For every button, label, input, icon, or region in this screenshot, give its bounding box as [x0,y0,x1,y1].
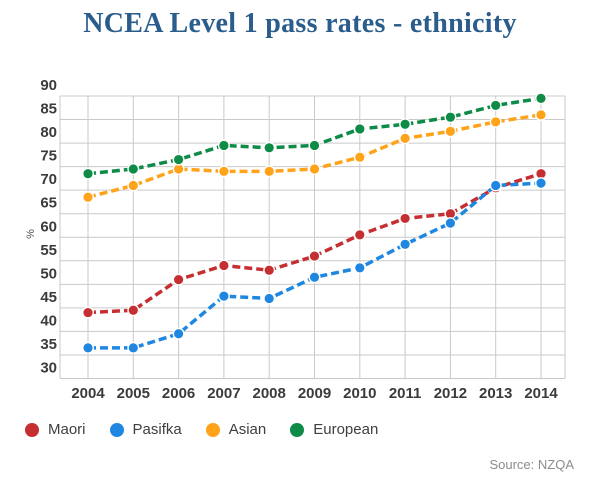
data-point[interactable] [399,132,412,145]
data-point[interactable] [444,217,457,230]
data-point[interactable] [172,327,185,340]
data-point[interactable] [217,290,230,303]
data-point[interactable] [399,238,412,251]
series-pasifka[interactable] [81,177,548,354]
data-point[interactable] [308,250,321,263]
data-point[interactable] [81,341,94,354]
x-axis-tick-label: 2012 [434,385,467,402]
data-point[interactable] [81,191,94,204]
data-point[interactable] [217,259,230,272]
data-point[interactable] [263,165,276,178]
data-point[interactable] [217,139,230,152]
data-point[interactable] [535,108,548,121]
y-axis-tick-label: 30 [40,360,57,377]
legend: Maori Pasifka Asian European [25,421,378,438]
data-point[interactable] [489,99,502,112]
x-axis-tick-label: 2007 [207,385,240,402]
y-axis-tick-label: 85 [40,101,57,118]
y-axis-tick-label: 75 [40,148,57,165]
data-point[interactable] [263,264,276,277]
chart-title: NCEA Level 1 pass rates - ethnicity [83,8,517,39]
y-axis-tick-label: 80 [40,124,57,141]
grid [59,95,566,379]
x-axis-tick-label: 2014 [524,385,558,402]
data-point[interactable] [535,92,548,105]
data-point[interactable] [444,125,457,138]
legend-swatch-icon [205,422,220,437]
x-axis-tick-label: 2013 [479,385,512,402]
legend-item-asian[interactable]: Asian [205,421,267,438]
data-point[interactable] [308,162,321,175]
data-point[interactable] [127,304,140,317]
data-point[interactable] [81,306,94,319]
legend-item-label: European [313,421,379,438]
data-point[interactable] [217,165,230,178]
data-point[interactable] [444,111,457,124]
y-axis-tick-label: 70 [40,171,57,188]
data-point[interactable] [535,177,548,190]
legend-swatch-icon [25,422,39,437]
y-axis-tick-label: 40 [40,312,57,329]
source-attribution: Source: NZQA [489,457,574,472]
x-axis-tick-label: 2011 [389,385,422,402]
data-point[interactable] [399,212,412,225]
data-point[interactable] [127,341,140,354]
legend-item-maori[interactable]: Maori [25,421,86,438]
x-axis-tick-label: 2008 [253,385,286,402]
y-axis-tick-label: 50 [40,265,57,282]
y-axis-tick-label: 35 [40,336,57,353]
y-axis-tick-label: 55 [40,242,57,259]
y-axis-tick-label: 60 [40,218,57,235]
data-point[interactable] [353,151,366,164]
x-axis-tick-label: 2006 [162,385,195,402]
legend-item-european[interactable]: European [290,421,378,438]
legend-item-label: Maori [48,421,86,438]
data-point[interactable] [127,162,140,175]
x-axis-tick-label: 2004 [71,385,105,402]
data-point[interactable] [353,122,366,135]
y-axis-tick-label: 45 [40,289,57,306]
y-axis-tick-label: 65 [40,195,57,212]
data-point[interactable] [81,167,94,180]
y-axis-title: % [25,229,37,239]
data-point[interactable] [172,273,185,286]
data-point[interactable] [489,115,502,128]
y-axis-tick-label: 90 [40,77,57,94]
data-point[interactable] [308,139,321,152]
legend-item-pasifka[interactable]: Pasifka [109,421,182,438]
series-maori[interactable] [81,167,548,319]
series-european[interactable] [81,92,548,180]
data-point[interactable] [308,271,321,284]
data-point[interactable] [399,118,412,131]
legend-swatch-icon [290,422,305,437]
legend-swatch-icon [109,422,124,437]
data-point[interactable] [263,141,276,154]
x-axis-tick-label: 2010 [343,385,376,402]
series-asian[interactable] [81,108,548,204]
data-point[interactable] [172,153,185,166]
data-point[interactable] [127,179,140,192]
x-axis-tick-label: 2005 [117,385,150,402]
legend-item-label: Pasifka [132,421,182,438]
x-axis-tick-label: 2009 [298,385,331,402]
data-point[interactable] [353,261,366,274]
legend-item-label: Asian [228,421,267,438]
data-point[interactable] [353,228,366,241]
data-point[interactable] [489,179,502,192]
data-point[interactable] [263,292,276,305]
